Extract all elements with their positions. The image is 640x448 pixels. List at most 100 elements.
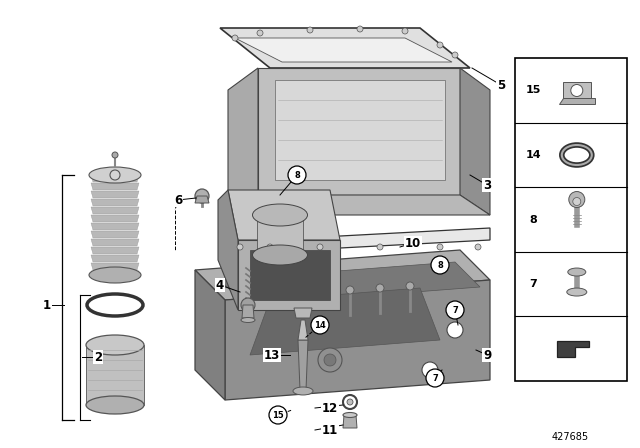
Polygon shape [250, 250, 330, 300]
Circle shape [406, 282, 414, 290]
Polygon shape [91, 215, 139, 222]
Circle shape [447, 322, 463, 338]
Circle shape [307, 27, 313, 33]
Polygon shape [343, 415, 357, 428]
Ellipse shape [89, 267, 141, 283]
Circle shape [318, 348, 342, 372]
Text: 9: 9 [483, 349, 491, 362]
Polygon shape [258, 68, 460, 195]
Text: 2: 2 [94, 350, 102, 363]
Circle shape [241, 298, 255, 312]
Polygon shape [228, 190, 340, 240]
Polygon shape [298, 340, 308, 390]
Text: 1: 1 [43, 298, 51, 311]
Ellipse shape [253, 245, 307, 265]
Polygon shape [91, 183, 139, 190]
Text: 15: 15 [272, 410, 284, 419]
Text: 5: 5 [497, 78, 505, 91]
Polygon shape [250, 288, 440, 355]
Polygon shape [228, 228, 490, 254]
Circle shape [422, 362, 438, 378]
Polygon shape [235, 38, 452, 62]
Circle shape [431, 256, 449, 274]
Circle shape [324, 354, 336, 366]
Polygon shape [557, 340, 589, 357]
Text: 13: 13 [264, 349, 280, 362]
Circle shape [232, 35, 238, 41]
Polygon shape [91, 271, 139, 278]
Text: 11: 11 [322, 423, 338, 436]
Polygon shape [195, 270, 225, 400]
Polygon shape [91, 239, 139, 246]
Polygon shape [275, 80, 445, 180]
Polygon shape [218, 190, 238, 310]
Polygon shape [559, 99, 595, 104]
Circle shape [112, 152, 118, 158]
Polygon shape [563, 82, 591, 99]
Polygon shape [220, 28, 470, 68]
Circle shape [376, 284, 384, 292]
Ellipse shape [293, 387, 313, 395]
Text: 7: 7 [432, 374, 438, 383]
Polygon shape [294, 308, 312, 318]
Text: 15: 15 [525, 86, 541, 95]
Polygon shape [91, 231, 139, 238]
Polygon shape [225, 280, 490, 400]
Polygon shape [91, 255, 139, 262]
Polygon shape [238, 240, 340, 310]
Circle shape [452, 52, 458, 58]
Polygon shape [91, 263, 139, 270]
Text: 4: 4 [216, 279, 224, 292]
Text: 12: 12 [322, 401, 338, 414]
Polygon shape [91, 207, 139, 214]
Polygon shape [91, 223, 139, 230]
Circle shape [195, 189, 209, 203]
Polygon shape [91, 175, 139, 182]
Ellipse shape [567, 288, 587, 296]
Polygon shape [242, 305, 254, 318]
Polygon shape [195, 196, 209, 203]
Text: 427685: 427685 [552, 432, 589, 442]
Bar [515, 58, 627, 381]
Circle shape [311, 316, 329, 334]
Circle shape [346, 286, 354, 294]
Polygon shape [86, 345, 144, 405]
Circle shape [377, 244, 383, 250]
Circle shape [571, 85, 583, 96]
Polygon shape [460, 68, 490, 215]
Circle shape [569, 192, 585, 207]
Circle shape [267, 244, 273, 250]
Polygon shape [195, 250, 490, 300]
Circle shape [357, 26, 363, 32]
Ellipse shape [89, 167, 141, 183]
Text: 8: 8 [529, 215, 537, 224]
Circle shape [343, 395, 357, 409]
Ellipse shape [343, 413, 357, 418]
Circle shape [237, 244, 243, 250]
Ellipse shape [568, 268, 586, 276]
Polygon shape [298, 320, 308, 340]
Text: 8: 8 [294, 171, 300, 180]
Text: 3: 3 [483, 178, 491, 191]
Text: 10: 10 [405, 237, 421, 250]
Ellipse shape [241, 318, 255, 323]
Circle shape [269, 406, 287, 424]
Text: 7: 7 [529, 279, 537, 289]
Ellipse shape [253, 204, 307, 226]
Text: 14: 14 [525, 150, 541, 160]
Text: 14: 14 [314, 320, 326, 329]
Circle shape [437, 244, 443, 250]
Polygon shape [91, 247, 139, 254]
Polygon shape [220, 262, 480, 305]
Ellipse shape [86, 335, 144, 355]
Circle shape [437, 42, 443, 48]
Polygon shape [228, 195, 490, 215]
Polygon shape [91, 199, 139, 206]
Text: 6: 6 [174, 194, 182, 207]
Polygon shape [228, 68, 258, 215]
Circle shape [475, 244, 481, 250]
Circle shape [110, 170, 120, 180]
Circle shape [288, 166, 306, 184]
Circle shape [317, 244, 323, 250]
Circle shape [426, 369, 444, 387]
